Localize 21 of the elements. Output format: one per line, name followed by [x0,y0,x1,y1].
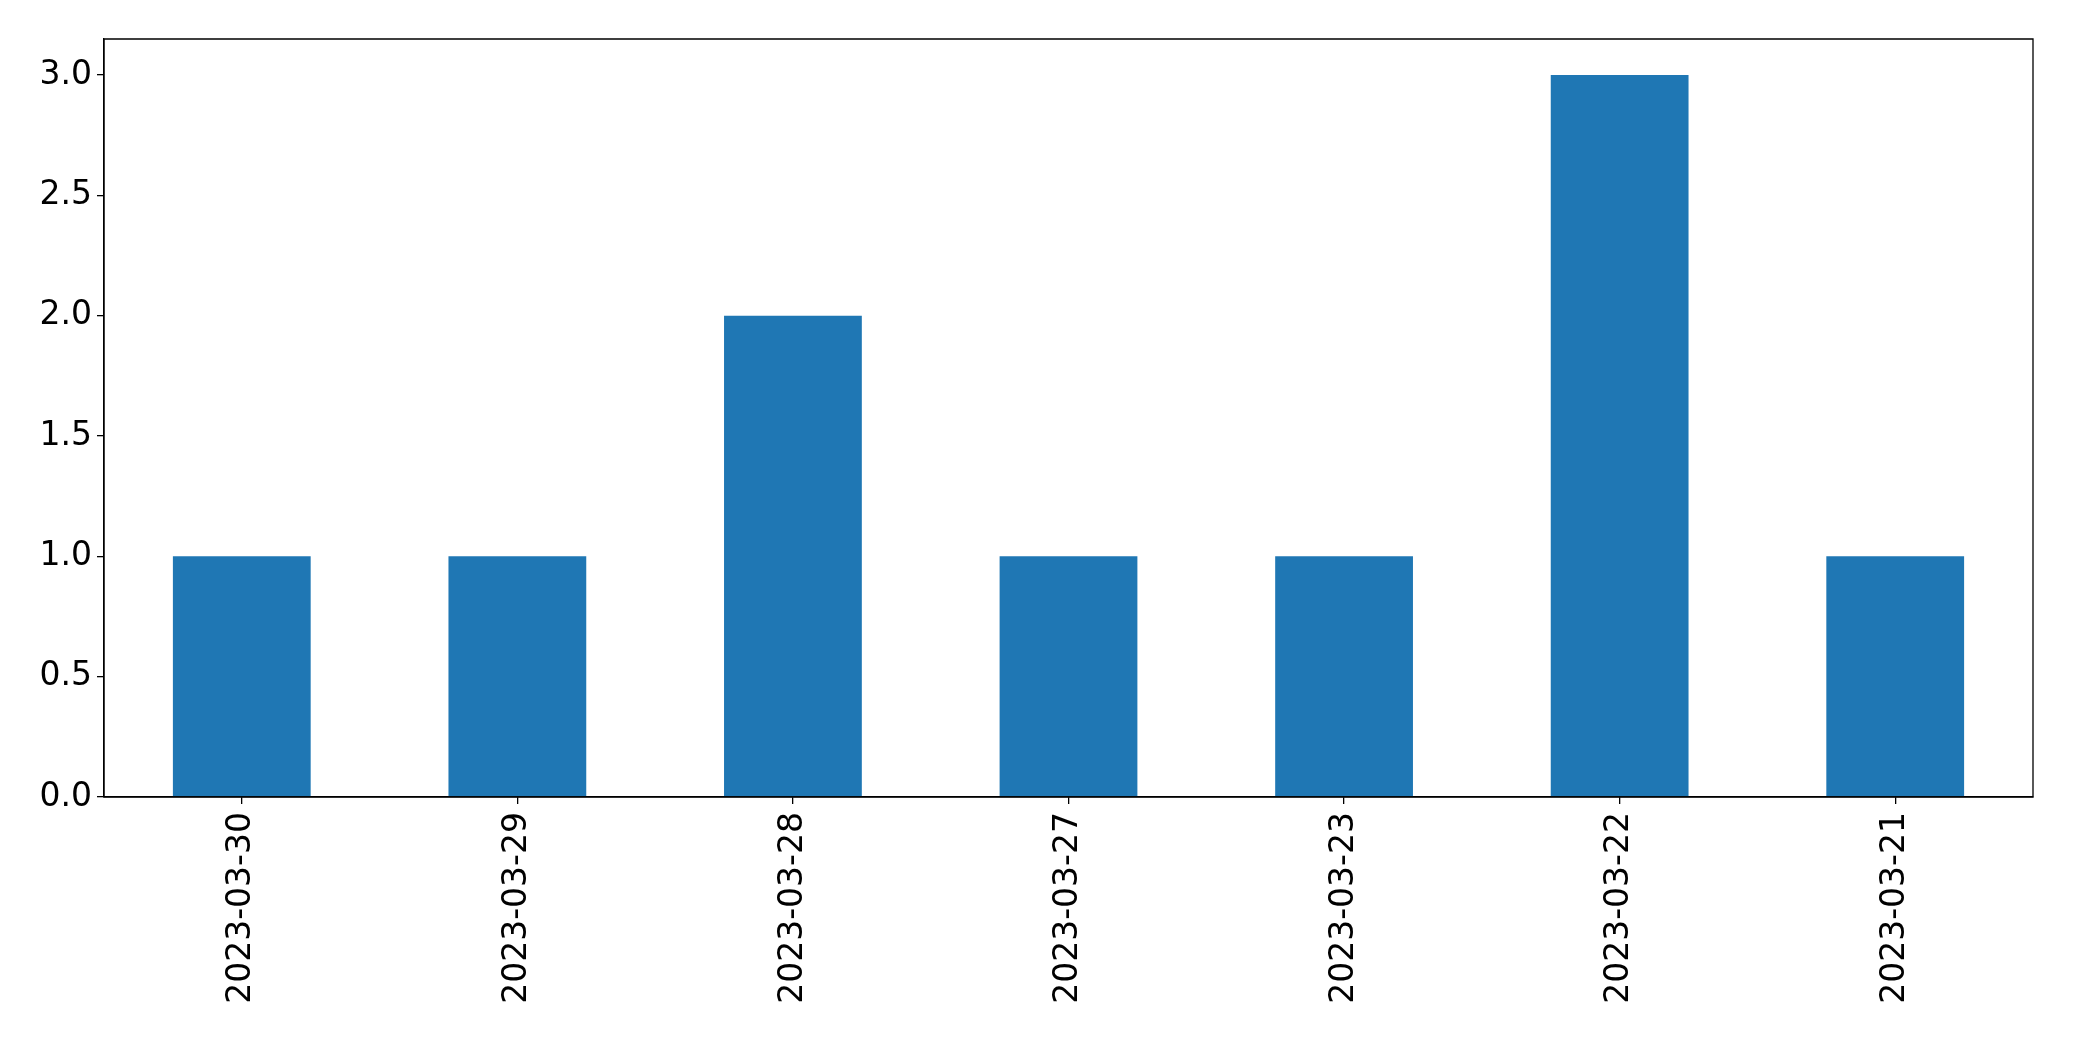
bar [448,556,587,797]
bar [724,315,862,797]
x-tick-label: 2023-03-22 [1597,812,1637,1004]
bar [1275,556,1413,797]
x-tick-label: 2023-03-29 [494,812,534,1004]
y-tick-label: 2.0 [39,293,92,333]
x-tick-label: 2023-03-27 [1046,812,1086,1004]
x-tick-label: 2023-03-30 [219,812,259,1004]
x-tick-label: 2023-03-23 [1321,812,1361,1004]
bar [1826,556,1965,797]
x-tick-label: 2023-03-28 [770,812,810,1004]
y-tick-label: 3.0 [39,52,92,92]
y-tick-label: 1.0 [39,533,92,573]
y-tick-label: 1.5 [39,413,92,453]
x-tick-label: 2023-03-21 [1872,812,1912,1004]
y-tick-label: 0.0 [39,774,92,814]
y-tick-label: 0.5 [39,654,92,694]
y-tick-label: 2.5 [39,172,92,212]
bar [999,556,1138,797]
bar [1550,75,1689,797]
bar [172,556,311,797]
